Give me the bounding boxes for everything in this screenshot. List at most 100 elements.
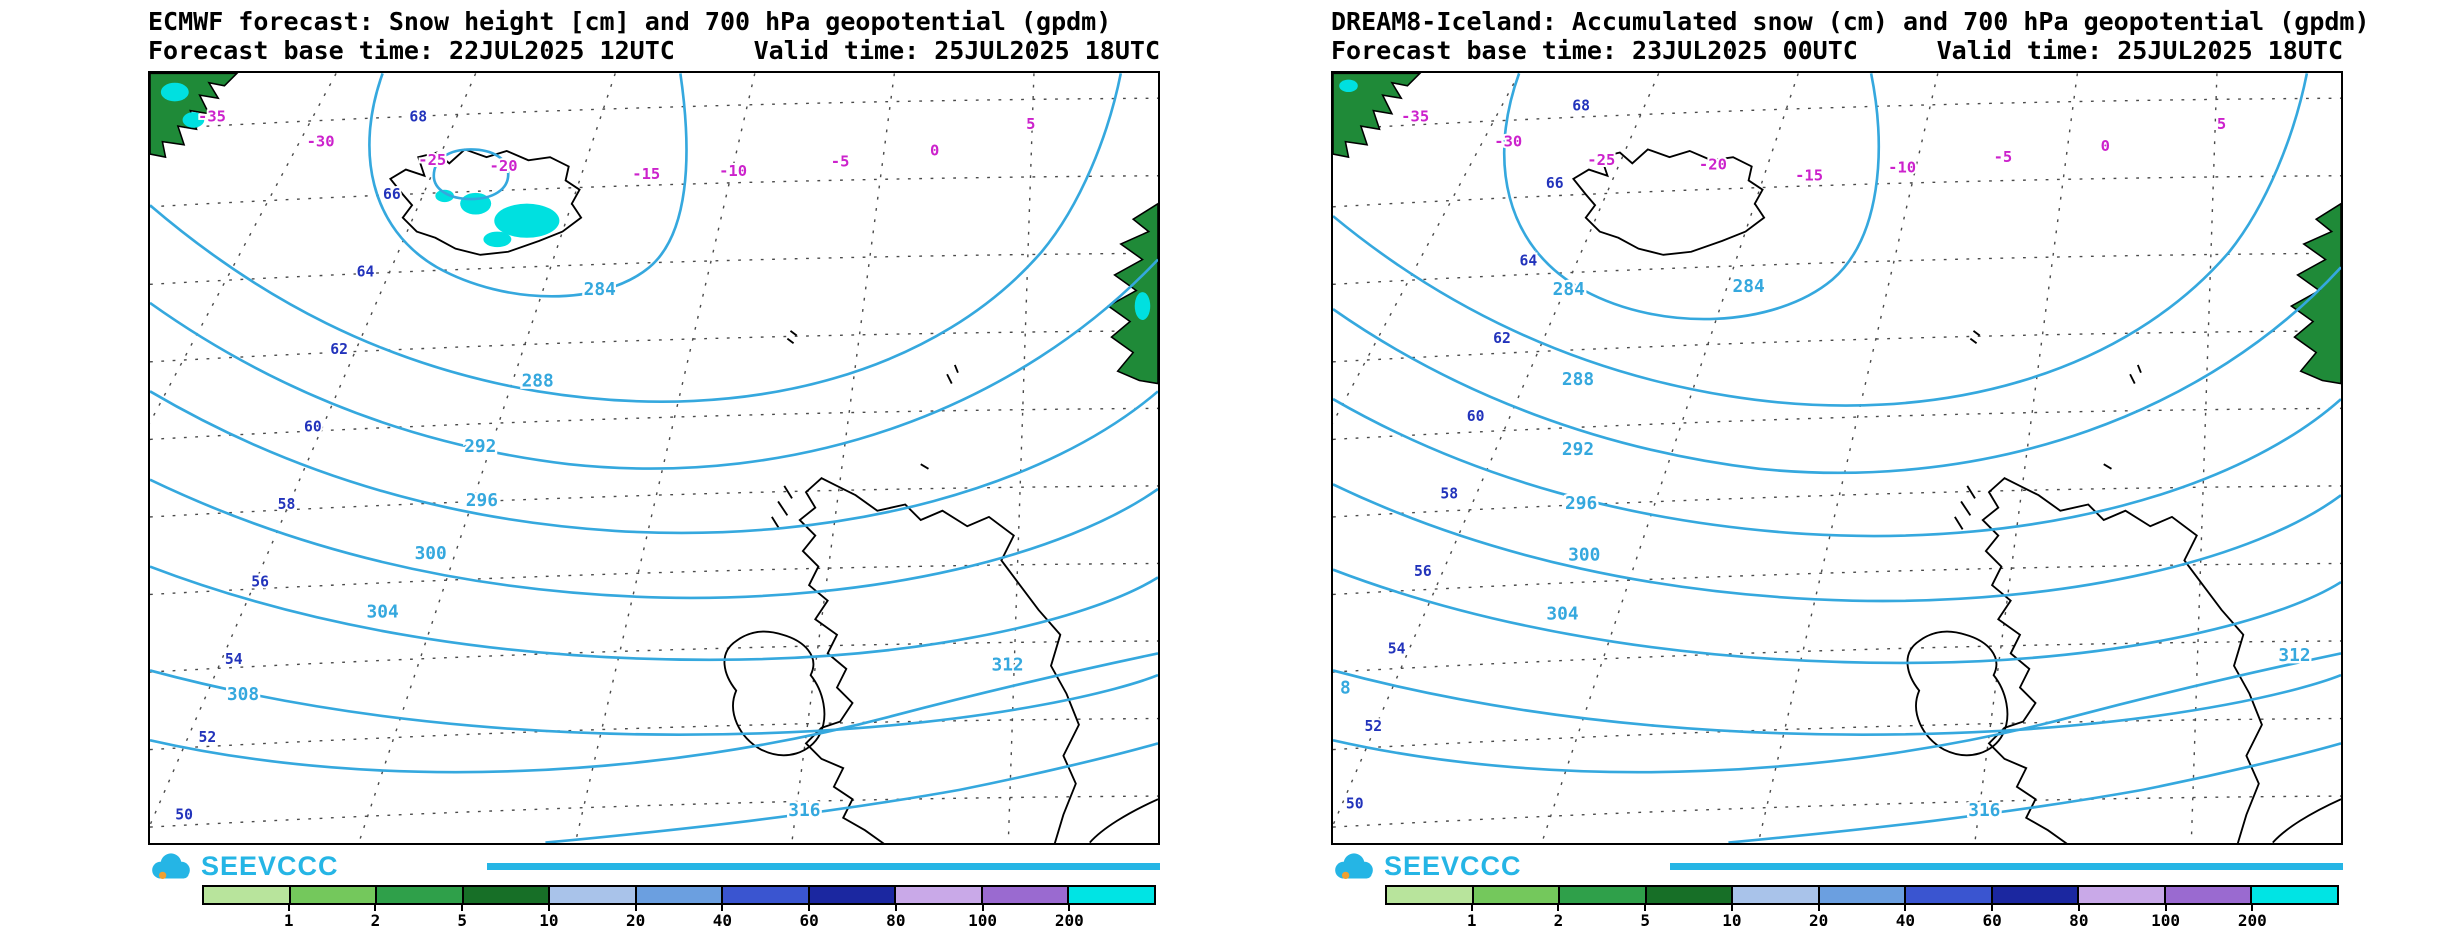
legend-segment — [1906, 886, 1993, 903]
graticule-meridian — [1757, 72, 1939, 843]
geopotential-contour — [545, 741, 1158, 843]
geopotential-label: 8 — [1340, 677, 1351, 698]
legend-tick — [1470, 904, 1473, 911]
legend-tick — [374, 904, 377, 911]
temperature-label: 0 — [2101, 136, 2110, 154]
logo-text: SEEVCCC — [201, 851, 339, 881]
temperature-label: -25 — [1587, 150, 1615, 168]
graticule-parallel — [1333, 407, 2341, 440]
geopotential-contour — [1333, 651, 2341, 773]
snow-patch — [182, 111, 205, 128]
geopotential-contour — [1502, 72, 1880, 320]
footer-row: SEEVCCC — [148, 851, 1160, 883]
geopotential-label: 292 — [464, 435, 496, 456]
legend-tick — [287, 904, 290, 911]
legend-value: 2 — [370, 910, 381, 930]
small-island — [2103, 462, 2112, 470]
graticule-parallel — [150, 174, 1158, 207]
temperature-label: -20 — [490, 157, 518, 175]
graticule-parallel — [1333, 484, 2341, 518]
legend-tick — [2251, 904, 2254, 911]
graticule-parallel — [1333, 174, 2341, 207]
latitude-label: 60 — [1467, 407, 1485, 424]
geopotential-label: 292 — [1562, 438, 1594, 459]
geopotential-contour — [150, 564, 1158, 661]
legend-segment — [1992, 886, 2080, 903]
temperature-label: -20 — [1699, 155, 1727, 173]
geopotential-label: 304 — [367, 601, 399, 622]
snow-patch — [435, 189, 454, 202]
legend-tick — [1730, 904, 1733, 911]
geopotential-label: 296 — [1565, 493, 1597, 514]
legend-tick — [1068, 904, 1071, 911]
geopotential-label: 308 — [227, 683, 259, 704]
latitude-label: 54 — [1388, 640, 1406, 657]
graticule-parallel — [150, 484, 1158, 518]
sun-dot — [1341, 871, 1350, 879]
geopotential-contour — [1333, 668, 2341, 736]
geopotential-contour — [150, 478, 1158, 599]
temperature-label: -10 — [1888, 158, 1916, 176]
valid-time: Valid time: 25JUL2025 18UTC — [1936, 35, 2343, 65]
divider-bar — [486, 863, 1160, 870]
graticule-meridian — [150, 72, 337, 424]
great-britain-coast — [1981, 476, 2263, 843]
cloud-icon — [1335, 852, 1373, 879]
panel-ecmwf: ECMWF forecast: Snow height [cm] and 700… — [148, 7, 1160, 931]
temperature-label: -35 — [1401, 107, 1429, 125]
latitude-label: 66 — [1546, 175, 1564, 192]
legend-value: 1 — [1466, 910, 1477, 930]
small-island — [1969, 329, 1981, 344]
legend-value: 40 — [712, 910, 732, 930]
map-canvas: 284 288 292 296 300 304 308 312 316 -35 -30 -25 -20 -… — [150, 72, 1158, 843]
graticule-meridian — [1007, 72, 1035, 843]
legend-value: 10 — [1722, 910, 1742, 930]
geopotential-label: 312 — [991, 654, 1023, 675]
latitude-label: 50 — [1346, 795, 1364, 812]
legend-value: 200 — [2237, 910, 2267, 930]
snow-patch — [483, 231, 512, 247]
small-island — [2129, 364, 2142, 384]
graticule-parallel — [150, 794, 1158, 828]
latitude-label: 60 — [304, 418, 322, 435]
geopotential-contour — [432, 147, 510, 200]
graticule-parallel — [1333, 639, 2341, 673]
legend-colorbar — [1385, 884, 2339, 905]
geopotential-contour — [150, 389, 1158, 534]
latitude-label: 62 — [1493, 330, 1511, 347]
temperature-label: -15 — [632, 164, 660, 182]
snow-patch — [160, 82, 189, 101]
iceland-coast — [1571, 147, 1766, 256]
graticule-parallel — [150, 407, 1158, 440]
graticule-meridian — [150, 72, 477, 827]
geopotential-contour — [368, 72, 688, 298]
legend-tick-labels: 1 2 5 10 20 40 60 80 100 200 — [202, 904, 1156, 931]
legend-segment — [377, 886, 464, 903]
forecast-base-time: Forecast base time: 22JUL2025 12UTC — [148, 35, 675, 65]
latitude-label: 58 — [278, 496, 296, 513]
legend-segment — [1819, 886, 1907, 903]
legend-tick — [981, 904, 984, 911]
legend-tick — [1557, 904, 1560, 911]
seevccc-logo: SEEVCCC — [148, 851, 339, 883]
france-coast — [2272, 797, 2341, 843]
panel-title: ECMWF forecast: Snow height [cm] and 700… — [148, 7, 1112, 36]
legend-segment — [1387, 886, 1474, 903]
legend-tick — [461, 904, 464, 911]
latitude-label: 56 — [1414, 562, 1432, 579]
legend-value: 60 — [1982, 910, 2002, 930]
legend-segment — [2252, 886, 2338, 903]
graticule-parallel — [150, 639, 1158, 673]
geopotential-contour — [1333, 265, 2341, 474]
latitude-label: 54 — [225, 651, 243, 668]
legend-value: 2 — [1553, 910, 1564, 930]
latitude-label: 62 — [330, 341, 348, 358]
legend-tick — [721, 904, 724, 911]
weather-map-dream8: 284 284 288 292 296 300 304 8 312 316 -35 -30 -25 -20… — [1331, 70, 2343, 845]
legend-value: 20 — [1808, 910, 1829, 930]
geopotential-label: 288 — [1562, 369, 1594, 390]
graticule-meridian — [791, 72, 896, 843]
graticule-meridian — [2190, 72, 2218, 843]
graticule-parallel — [1333, 97, 2341, 130]
temperature-label: -30 — [307, 132, 335, 150]
